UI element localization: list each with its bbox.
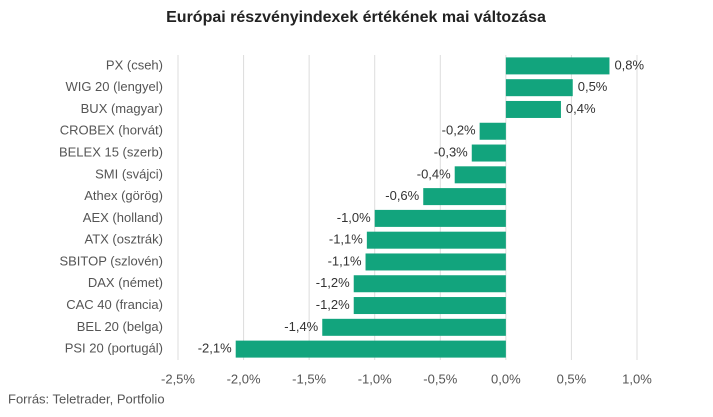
chart-title: Európai részvényindexek értékének mai vá…	[166, 9, 546, 26]
bar	[505, 79, 573, 97]
y-tick-label: AEX (holland)	[83, 210, 163, 225]
y-tick-label: DAX (német)	[88, 275, 163, 290]
source-note: Forrás: Teletrader, Portfolio	[8, 391, 165, 406]
bar	[235, 340, 506, 358]
bar	[454, 166, 506, 184]
value-label: -0,2%	[442, 123, 476, 138]
x-tick-label: -2,5%	[161, 371, 195, 386]
bar	[505, 57, 610, 75]
value-label: -1,2%	[316, 275, 350, 290]
value-label: -1,2%	[316, 297, 350, 312]
value-label: -1,4%	[284, 319, 318, 334]
value-label: -1,1%	[328, 253, 362, 268]
bar	[374, 209, 506, 227]
y-tick-label: SBITOP (szlovén)	[59, 253, 163, 268]
bar	[353, 275, 506, 293]
x-tick-label: -0,5%	[423, 371, 457, 386]
value-label: 0,4%	[566, 101, 596, 116]
x-tick-label: 1,0%	[622, 371, 652, 386]
bar	[366, 231, 506, 249]
value-label: 0,5%	[578, 79, 608, 94]
y-tick-label: WIG 20 (lengyel)	[65, 79, 163, 94]
value-label: -0,3%	[434, 144, 468, 159]
x-tick-label: -1,5%	[292, 371, 326, 386]
value-label: -0,4%	[417, 166, 451, 181]
value-label: -1,1%	[329, 232, 363, 247]
bar	[471, 144, 506, 162]
x-tick-label: -2,0%	[227, 371, 261, 386]
x-tick-label: -1,0%	[358, 371, 392, 386]
value-label: -1,0%	[337, 210, 371, 225]
y-tick-label: PSI 20 (portugál)	[65, 341, 163, 356]
x-tick-label: 0,0%	[491, 371, 521, 386]
value-label: -0,6%	[385, 188, 419, 203]
bar	[505, 100, 561, 118]
x-tick-label: 0,5%	[557, 371, 587, 386]
y-tick-label: CROBEX (horvát)	[60, 123, 163, 138]
bar	[423, 188, 506, 206]
y-tick-label: BELEX 15 (szerb)	[59, 144, 163, 159]
value-label: 0,8%	[614, 57, 644, 72]
bar	[365, 253, 506, 271]
bar	[479, 122, 506, 140]
value-label: -2,1%	[198, 341, 232, 356]
y-tick-label: Athex (görög)	[84, 188, 163, 203]
y-tick-label: SMI (svájci)	[95, 166, 163, 181]
y-tick-label: ATX (osztrák)	[85, 232, 164, 247]
y-tick-label: BUX (magyar)	[81, 101, 163, 116]
y-tick-label: CAC 40 (francia)	[66, 297, 163, 312]
y-tick-label: PX (cseh)	[106, 57, 163, 72]
y-tick-label: BEL 20 (belga)	[77, 319, 163, 334]
bar	[353, 297, 506, 315]
bar	[322, 318, 506, 336]
